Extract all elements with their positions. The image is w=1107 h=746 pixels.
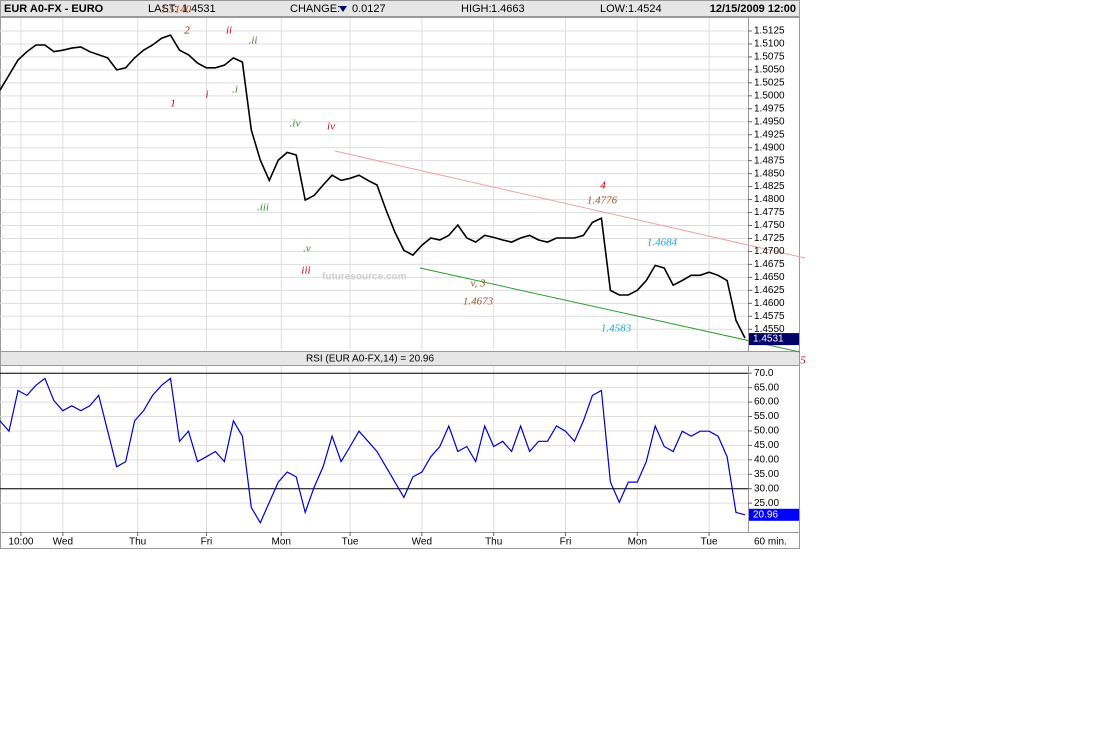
y-tick-label: 1.4750 — [754, 220, 785, 231]
wave-annotation: 5 — [800, 355, 806, 367]
y-tick-label: 1.4800 — [754, 194, 785, 205]
y-tick-label: 1.4725 — [754, 233, 785, 244]
price-line — [0, 34, 746, 339]
last-price-label: 1.4531 — [753, 334, 784, 345]
high-label: HIGH: — [461, 3, 492, 15]
x-axis-label: 60 min. — [754, 537, 787, 548]
wave-annotation: 4 — [600, 180, 606, 192]
wave-annotation: .iii — [257, 202, 269, 214]
y-tick-label: 1.4700 — [754, 246, 785, 257]
x-tick-label: Tue — [342, 537, 359, 548]
x-tick-label: 10:00 — [8, 537, 33, 548]
last-value: 1.4531 — [182, 3, 216, 15]
y-tick-label: 1.4550 — [754, 324, 785, 335]
y-tick-label: 1.4675 — [754, 259, 785, 270]
marks: 1.4550 1.4575 1.4600 1.4625 1.4650 1.4675 1.47… — [0, 4, 806, 548]
wave-annotation: .v — [303, 243, 311, 255]
y-tick-label: 1.5100 — [754, 39, 785, 50]
y-tick-label: 1.4600 — [754, 298, 785, 309]
wave-annotation: iv — [327, 121, 335, 133]
x-tick-label: Fri — [201, 537, 213, 548]
y-tick-label: 1.4575 — [754, 311, 785, 322]
wave-annotation: 1 — [170, 98, 176, 110]
y-tick-label: 40.00 — [754, 454, 779, 465]
y-tick-label: 1.5125 — [754, 26, 785, 37]
wave-annotation: .iv — [290, 118, 301, 130]
wave-annotation: 1.4583 — [601, 323, 632, 335]
change-label: CHANGE: — [290, 3, 340, 15]
y-tick-label: 1.4875 — [754, 155, 785, 166]
wave-annotation: iii — [301, 265, 310, 277]
y-tick-label: 1.4825 — [754, 181, 785, 192]
y-tick-label: 70.0 — [754, 368, 774, 379]
y-tick-label: 55.00 — [754, 411, 779, 422]
trend-line-upper — [334, 150, 806, 259]
y-tick-label: 1.4775 — [754, 207, 785, 218]
watermark: futuresource.com — [322, 272, 407, 283]
down-arrow — [339, 6, 347, 12]
change-value: 0.0127 — [352, 3, 386, 15]
symbol: EUR A0-FX - EURO — [4, 3, 104, 15]
x-tick-label: Thu — [129, 537, 146, 548]
x-tick-label: Tue — [701, 537, 718, 548]
wave-annotation: i — [205, 89, 208, 101]
y-tick-label: 1.5050 — [754, 65, 785, 76]
last-label: LAST: — [148, 3, 177, 15]
wave-annotation: .i — [232, 84, 238, 96]
x-tick-label: Wed — [412, 537, 432, 548]
rsi-title: RSI (EUR A0-FX,14) = 20.96 — [306, 354, 435, 365]
y-tick-label: 1.4975 — [754, 103, 785, 114]
y-tick-label: 1.4650 — [754, 272, 785, 283]
y-tick-label: 25.00 — [754, 498, 779, 509]
x-tick-label: Fri — [560, 537, 572, 548]
y-tick-label: 1.4950 — [754, 116, 785, 127]
y-tick-label: 1.4625 — [754, 285, 785, 296]
x-tick-label: Mon — [628, 537, 647, 548]
wave-annotation: v, 3 — [470, 278, 486, 290]
y-tick-label: 1.4925 — [754, 129, 785, 140]
y-tick-label: 60.00 — [754, 397, 779, 408]
y-tick-label: 65.00 — [754, 382, 779, 393]
wave-annotation: 1.4673 — [463, 296, 494, 308]
wave-annotation: 1.4776 — [587, 195, 618, 207]
y-tick-label: 1.5025 — [754, 77, 785, 88]
rsi-title-bar — [0, 351, 800, 366]
y-tick-label: 1.5075 — [754, 52, 785, 63]
x-tick-label: Wed — [53, 537, 73, 548]
y-tick-label: 50.00 — [754, 426, 779, 437]
high-value: 1.4663 — [491, 3, 525, 15]
rsi-current-box — [749, 508, 799, 521]
y-tick-label: 1.4850 — [754, 168, 785, 179]
wave-annotation: ii — [226, 25, 232, 37]
wave-annotation: 2 — [184, 25, 190, 37]
frame — [0, 17, 800, 549]
x-tick-label: Mon — [272, 537, 291, 548]
y-tick-label: 45.00 — [754, 440, 779, 451]
wave-annotation: .ii — [249, 35, 258, 47]
y-tick-label: 35.00 — [754, 469, 779, 480]
datetime: 12/15/2009 12:00 — [710, 3, 796, 15]
low-label: LOW: — [600, 3, 628, 15]
trend-line-lower — [419, 267, 801, 353]
rsi-line — [0, 377, 746, 525]
wave-annotation: 1.4684 — [647, 237, 678, 249]
header-bar — [0, 0, 800, 17]
y-tick-label: 1.5000 — [754, 90, 785, 101]
x-tick-label: Thu — [485, 537, 502, 548]
y-tick-label: 30.00 — [754, 483, 779, 494]
low-value: 1.4524 — [628, 3, 662, 15]
y-tick-label: 1.4900 — [754, 142, 785, 153]
last-price-box — [749, 333, 799, 346]
rsi-current-label: 20.96 — [753, 509, 778, 520]
wave-annotation: 1.5140 — [161, 4, 192, 16]
